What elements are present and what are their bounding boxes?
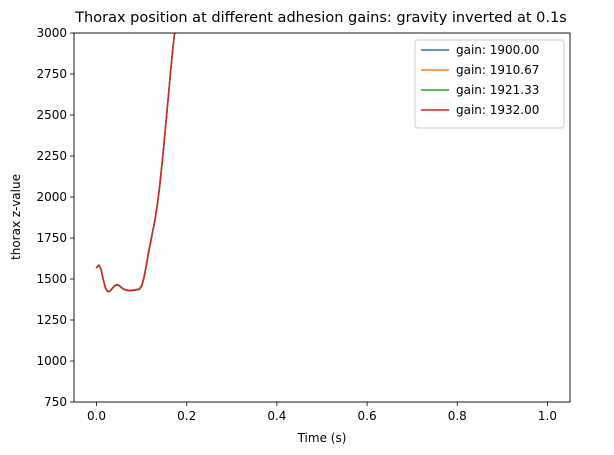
series-layer xyxy=(95,33,176,293)
series-line-0 xyxy=(95,33,176,293)
y-axis-label: thorax z-value xyxy=(9,174,23,260)
y-tick-label: 1250 xyxy=(36,313,67,327)
y-tick-label: 2750 xyxy=(36,67,67,81)
series-line-1 xyxy=(95,33,176,293)
legend-label: gain: 1921.33 xyxy=(456,83,539,97)
x-tick-label: 0.4 xyxy=(267,409,286,423)
x-tick-label: 0.6 xyxy=(358,409,377,423)
y-tick-label: 2500 xyxy=(36,108,67,122)
y-tick-label: 2250 xyxy=(36,149,67,163)
y-axis: 750 1000 1250 1500 1750 2000 2250 2500 2750 3000 xyxy=(36,26,74,409)
series-line-2 xyxy=(95,33,176,293)
x-tick-label: 0.8 xyxy=(448,409,467,423)
legend-label: gain: 1932.00 xyxy=(456,103,539,117)
x-tick-label: 0.0 xyxy=(87,409,106,423)
legend-label: gain: 1910.67 xyxy=(456,63,539,77)
x-axis: 0.0 0.2 0.4 0.6 0.8 1.0 xyxy=(87,402,557,423)
legend-box xyxy=(414,39,565,129)
legend-label: gain: 1900.00 xyxy=(456,43,539,57)
series-line-3 xyxy=(95,33,176,293)
chart-title: Thorax position at different adhesion ga… xyxy=(74,10,567,26)
x-axis-label: Time (s) xyxy=(297,431,347,445)
plot-frame xyxy=(73,32,571,403)
y-tick-label: 3000 xyxy=(36,26,67,40)
y-tick-label: 1750 xyxy=(36,231,67,245)
y-tick-label: 1500 xyxy=(36,272,67,286)
y-tick-label: 1000 xyxy=(36,354,67,368)
legend: gain: 1900.00 gain: 1910.67 gain: 1921.33 g… xyxy=(414,39,565,129)
y-tick-label: 2000 xyxy=(36,190,67,204)
x-tick-label: 0.2 xyxy=(177,409,196,423)
x-tick-label: 1.0 xyxy=(538,409,557,423)
y-tick-label: 750 xyxy=(44,395,67,409)
